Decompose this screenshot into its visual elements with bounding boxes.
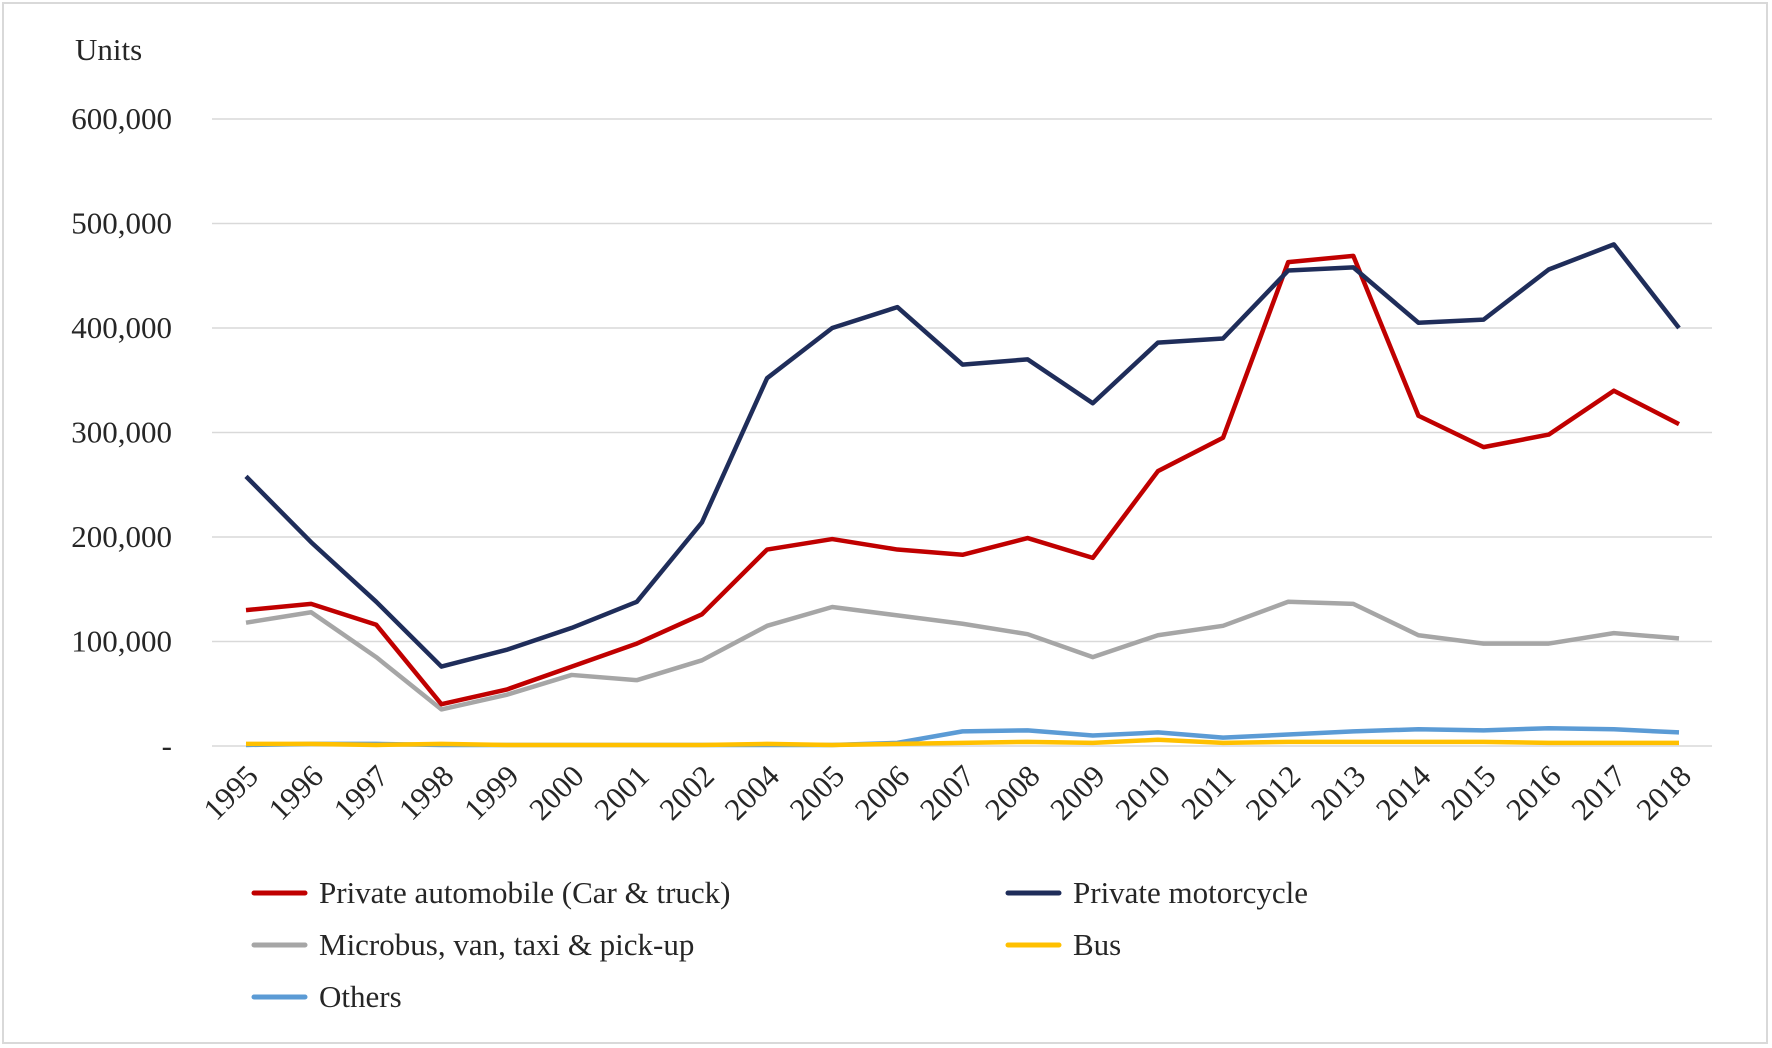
x-tick-label: 1998 <box>392 758 461 827</box>
y-tick-label: 500,000 <box>71 206 172 241</box>
x-tick-label: 1995 <box>196 758 265 827</box>
x-tick-label: 2007 <box>913 758 982 827</box>
y-tick-label: - <box>162 728 172 763</box>
x-tick-label: 2004 <box>717 758 786 827</box>
x-tick-label: 1997 <box>327 758 396 827</box>
x-tick-label: 2008 <box>978 758 1047 827</box>
x-tick-label: 2009 <box>1043 758 1112 827</box>
x-tick-label: 2011 <box>1174 758 1242 826</box>
x-tick-label: 2006 <box>848 758 917 827</box>
x-tick-label: 2018 <box>1629 758 1698 827</box>
x-tick-label: 2001 <box>587 758 656 827</box>
y-tick-label: 300,000 <box>71 415 172 450</box>
legend-label: Microbus, van, taxi & pick-up <box>319 927 694 962</box>
series-line-microbus-van-taxi-pick-up <box>245 599 1680 712</box>
legend-label: Bus <box>1073 927 1121 962</box>
legend-label: Private automobile (Car & truck) <box>319 875 731 910</box>
y-axis-label: Units <box>75 32 142 67</box>
x-tick-label: 2010 <box>1108 758 1177 827</box>
x-tick-label: 2012 <box>1239 758 1308 827</box>
x-tick-label: 1999 <box>457 758 526 827</box>
legend-label: Private motorcycle <box>1073 875 1308 910</box>
x-tick-label: 2016 <box>1499 758 1568 827</box>
x-tick-label: 2015 <box>1434 758 1503 827</box>
y-tick-label: 400,000 <box>71 310 172 345</box>
x-tick-label: 2014 <box>1369 758 1438 827</box>
x-tick-label: 2017 <box>1564 758 1633 827</box>
legend-label: Others <box>319 979 402 1014</box>
series-line-private-motorcycle <box>244 242 1681 669</box>
series-line-private-automobile-car-truck- <box>245 253 1681 707</box>
x-tick-label: 2013 <box>1304 758 1373 827</box>
y-tick-label: 600,000 <box>71 101 172 136</box>
y-tick-label: 100,000 <box>71 624 172 659</box>
x-tick-label: 2000 <box>522 758 591 827</box>
y-tick-label: 200,000 <box>71 519 172 554</box>
x-tick-label: 2005 <box>783 758 852 827</box>
x-tick-label: 1996 <box>261 758 330 827</box>
x-tick-label: 2002 <box>652 758 721 827</box>
series-line-bus <box>246 737 1679 748</box>
